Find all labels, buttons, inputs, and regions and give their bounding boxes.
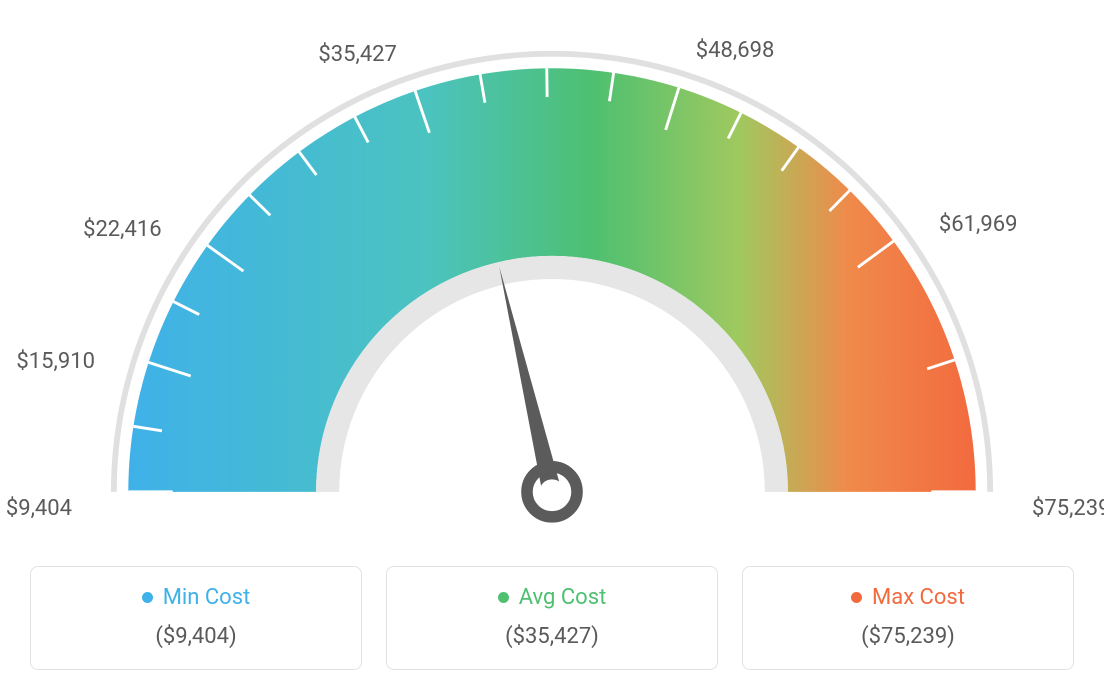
gauge-tick-label: $75,239 [1032,496,1104,521]
legend-title-min: Min Cost [163,585,251,610]
gauge-chart: $9,404 $15,910 $22,416 $35,427 $48,698 $61,96… [0,0,1104,540]
legend-title-row: Max Cost [753,585,1063,610]
legend-card-max: Max Cost ($75,239) [742,566,1074,670]
legend-card-min: Min Cost ($9,404) [30,566,362,670]
legend-card-avg: Avg Cost ($35,427) [386,566,718,670]
gauge-tick-label: $61,969 [939,212,1018,237]
legend-title-row: Min Cost [41,585,351,610]
dot-icon [498,592,509,603]
legend-title-row: Avg Cost [397,585,707,610]
legend-title-max: Max Cost [872,585,965,610]
dot-icon [851,592,862,603]
dot-icon [142,592,153,603]
gauge-tick-label: $48,698 [696,38,775,63]
gauge-svg [52,20,1052,540]
legend-value-min: ($9,404) [41,624,351,649]
legend-title-avg: Avg Cost [519,585,607,610]
gauge-tick-label: $22,416 [72,217,162,242]
legend-value-avg: ($35,427) [397,624,707,649]
legend-value-max: ($75,239) [753,624,1063,649]
legend-row: Min Cost ($9,404) Avg Cost ($35,427) Max… [30,566,1074,670]
gauge-tick-label: $35,427 [307,42,397,67]
gauge-tick-label: $15,910 [5,349,95,374]
gauge-tick-label: $9,404 [0,496,72,521]
cost-gauge-container: $9,404 $15,910 $22,416 $35,427 $48,698 $61,96… [0,0,1104,690]
